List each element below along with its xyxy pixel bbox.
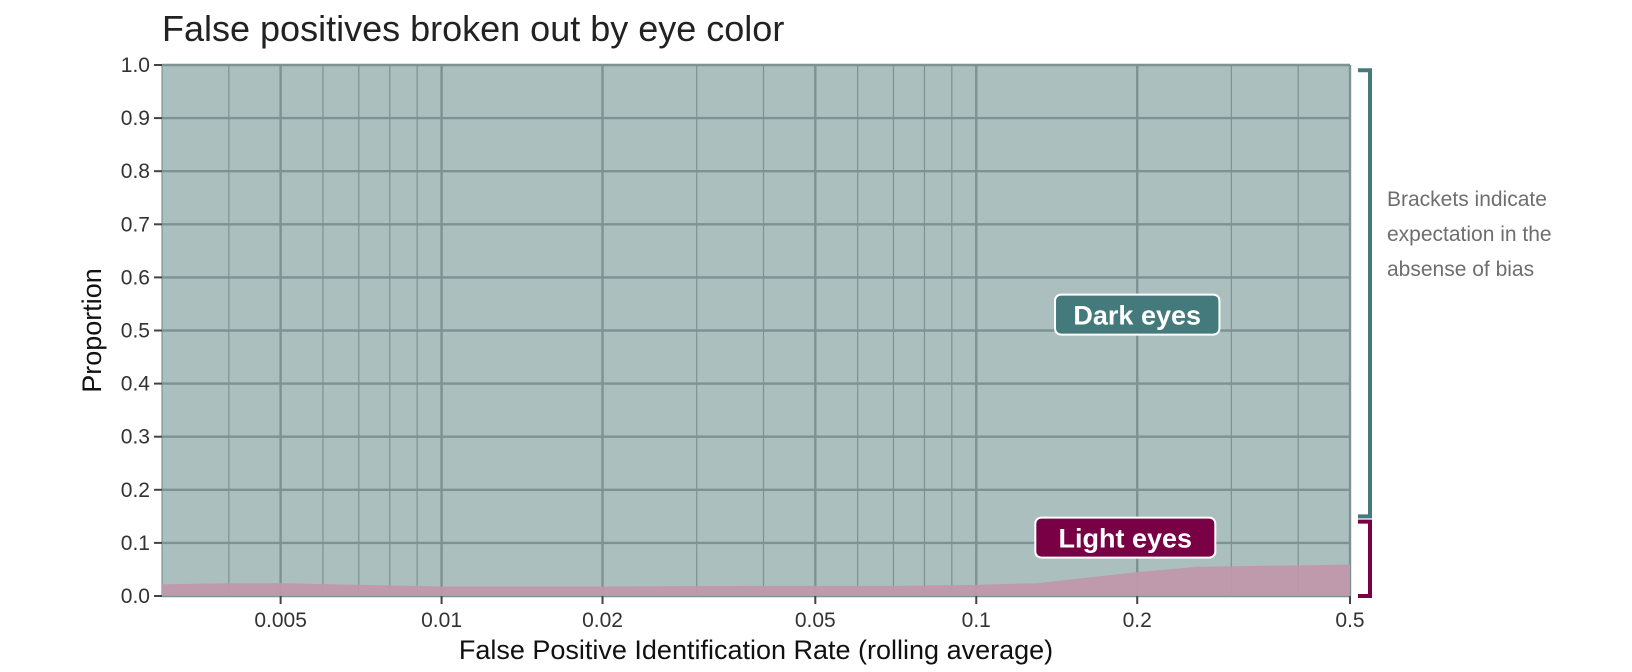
y-tick-label: 0.8: [121, 160, 150, 183]
series-label-text: Light eyes: [1059, 524, 1193, 554]
bracket: [1358, 519, 1372, 598]
series-labels: Dark eyes Light eyes: [1034, 293, 1221, 559]
x-tick-label: 0.1: [962, 609, 991, 632]
y-tick-label: 0.2: [121, 479, 150, 502]
note-line: absense of bias: [1387, 258, 1534, 281]
y-tick-label: 0.6: [121, 266, 150, 289]
y-axis-title: Proportion: [77, 268, 107, 393]
series-label-box: [1034, 516, 1217, 559]
x-axis: 0.005 0.01 0.02 0.05 0.1 0.2 0.5: [254, 596, 1365, 632]
area-layer: [162, 564, 1350, 596]
y-tick-label: 0.1: [121, 532, 150, 555]
note-line: expectation in the: [1387, 223, 1552, 246]
x-tick-label: 0.5: [1335, 609, 1364, 632]
y-tick-label: 0.5: [121, 320, 150, 343]
bracket-note: Brackets indicate expectation in the absen…: [1387, 188, 1552, 281]
x-axis-title: False Positive Identification Rate (roll…: [459, 635, 1053, 665]
brackets: [1358, 68, 1372, 598]
area-light-eyes: [162, 564, 1350, 596]
series-label: Dark eyes: [1054, 293, 1221, 336]
x-tick-label: 0.02: [582, 609, 623, 632]
series-label-text: Dark eyes: [1073, 301, 1201, 331]
series-label-box: [1054, 293, 1221, 336]
bracket: [1358, 68, 1372, 519]
x-tick-label: 0.2: [1123, 609, 1152, 632]
x-tick-label: 0.01: [421, 609, 462, 632]
y-axis: 0.0 0.1 0.2 0.3 0.4 0.5 0.6 0.7 0.8 0.9 1.0: [121, 54, 162, 608]
y-tick-label: 0.7: [121, 213, 150, 236]
x-tick-label: 0.005: [254, 609, 307, 632]
y-tick-label: 0.4: [121, 373, 151, 396]
y-tick-label: 0.9: [121, 107, 150, 130]
y-tick-label: 0.3: [121, 426, 150, 449]
chart-title: False positives broken out by eye color: [162, 8, 784, 49]
x-tick-label: 0.05: [795, 609, 836, 632]
y-tick-label: 0.0: [121, 585, 150, 608]
note-line: Brackets indicate: [1387, 188, 1547, 211]
series-label: Light eyes: [1034, 516, 1217, 559]
y-tick-label: 1.0: [121, 54, 150, 77]
